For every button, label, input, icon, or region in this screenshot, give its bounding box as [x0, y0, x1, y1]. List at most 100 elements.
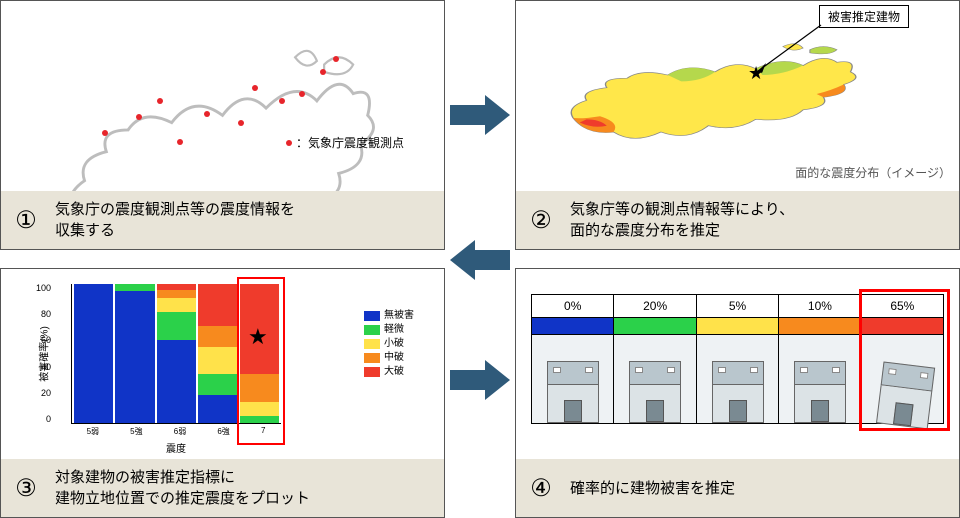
step-text-1: 気象庁の震度観測点等の震度情報を収集する	[55, 199, 295, 241]
bar-column	[157, 284, 196, 423]
panel-4-caption: ④ 確率的に建物被害を推定	[516, 459, 959, 517]
panel-1: ：気象庁震度観測点 ① 気象庁の震度観測点等の震度情報を収集する	[0, 0, 445, 250]
y-tick: 0	[46, 415, 51, 424]
bar-segment	[157, 298, 196, 312]
step-text-4: 確率的に建物被害を推定	[570, 478, 735, 499]
building-illustration	[779, 335, 860, 423]
target-building-callout: 被害推定建物	[819, 5, 909, 28]
step-number-1: ①	[11, 206, 41, 235]
damage-color-bar	[532, 317, 613, 335]
legend-dot-icon	[286, 140, 292, 146]
observation-dot	[320, 69, 326, 75]
panel-2: 被害推定建物 ★ 面的な震度分布（イメージ） ② 気象庁等の観測点情報等により、…	[515, 0, 960, 250]
arrow-1-to-2	[450, 95, 510, 135]
bar-segment	[198, 374, 237, 395]
panel-3-graphic: 被害確率(%) 100806040200 5弱5強6弱6強7 震度 無被害軽微小…	[1, 269, 444, 459]
panel-3-caption: ③ 対象建物の被害推定指標に建物立地位置での推定震度をプロット	[1, 459, 444, 517]
damage-percent: 10%	[779, 295, 860, 317]
y-tick: 60	[41, 336, 51, 345]
legend-label: 軽微	[384, 323, 404, 337]
building-illustration	[697, 335, 778, 423]
legend-swatch	[364, 339, 380, 349]
panel-2-caption: ② 気象庁等の観測点情報等により、面的な震度分布を推定	[516, 191, 959, 249]
chart-y-axis: 100806040200	[36, 284, 51, 424]
panel-4: 0%20%5%10%65% ④ 確率的に建物被害を推定	[515, 268, 960, 518]
legend-row: 無被害	[364, 309, 414, 323]
panel-1-legend-text: ：気象庁震度観測点	[296, 134, 404, 151]
bar-segment	[157, 340, 196, 423]
chart-highlight-box	[237, 277, 285, 445]
legend-label: 無被害	[384, 309, 414, 323]
bar-segment	[115, 284, 154, 291]
legend-label: 小破	[384, 337, 404, 351]
building-illustration	[614, 335, 695, 423]
damage-cell: 5%	[697, 295, 779, 423]
building-icon	[547, 361, 599, 423]
step-number-2: ②	[526, 206, 556, 235]
x-tick: 5弱	[87, 426, 99, 437]
legend-swatch	[364, 367, 380, 377]
bar-segment	[157, 290, 196, 298]
observation-dot	[102, 130, 108, 136]
panel-1-legend: ：気象庁震度観測点	[286, 134, 404, 151]
observation-dot	[136, 114, 142, 120]
panel-2-note: 面的な震度分布（イメージ）	[795, 164, 951, 181]
callout-leader	[716, 23, 826, 83]
observation-dot	[252, 85, 258, 91]
panel-1-graphic: ：気象庁震度観測点	[1, 1, 444, 191]
legend-row: 軽微	[364, 323, 414, 337]
bar-column	[115, 284, 154, 423]
damage-cell: 10%	[779, 295, 861, 423]
result-highlight-box	[859, 289, 950, 431]
bar-segment	[74, 284, 113, 423]
damage-percent: 0%	[532, 295, 613, 317]
bar-column	[74, 284, 113, 423]
observation-dot	[279, 98, 285, 104]
step-number-3: ③	[11, 474, 41, 503]
panel-4-graphic: 0%20%5%10%65%	[516, 269, 959, 459]
legend-swatch	[364, 325, 380, 335]
x-tick: 6強	[217, 426, 229, 437]
legend-label: 大破	[384, 365, 404, 379]
legend-row: 中破	[364, 351, 414, 365]
legend-row: 大破	[364, 365, 414, 379]
observation-dot	[204, 111, 210, 117]
panel-1-caption: ① 気象庁の震度観測点等の震度情報を収集する	[1, 191, 444, 249]
bar-segment	[198, 395, 237, 423]
legend-swatch	[364, 311, 380, 321]
chart-legend: 無被害軽微小破中破大破	[364, 309, 414, 379]
damage-color-bar	[779, 317, 860, 335]
target-star-icon: ★	[748, 63, 764, 84]
legend-label: 中破	[384, 351, 404, 365]
bar-column	[198, 284, 237, 423]
damage-cell: 0%	[532, 295, 614, 423]
callout-text: 被害推定建物	[828, 10, 900, 24]
damage-percent: 5%	[697, 295, 778, 317]
x-tick: 5強	[130, 426, 142, 437]
y-tick: 80	[41, 310, 51, 319]
building-icon	[712, 361, 764, 423]
legend-swatch	[364, 353, 380, 363]
panel-3: 被害確率(%) 100806040200 5弱5強6弱6強7 震度 無被害軽微小…	[0, 268, 445, 518]
arrow-3-to-4	[450, 360, 510, 400]
observation-dot	[157, 98, 163, 104]
y-tick: 20	[41, 389, 51, 398]
step-text-2: 気象庁等の観測点情報等により、面的な震度分布を推定	[570, 199, 794, 241]
legend-row: 小破	[364, 337, 414, 351]
bar-segment	[115, 291, 154, 423]
damage-percent: 20%	[614, 295, 695, 317]
step-number-4: ④	[526, 474, 556, 503]
bar-segment	[198, 326, 237, 347]
building-icon	[794, 361, 846, 423]
damage-cell: 20%	[614, 295, 696, 423]
building-illustration	[532, 335, 613, 423]
bar-segment	[198, 284, 237, 326]
x-tick: 6弱	[174, 426, 186, 437]
step-text-3: 対象建物の被害推定指標に建物立地位置での推定震度をプロット	[55, 467, 310, 509]
bar-segment	[157, 312, 196, 340]
bar-segment	[198, 347, 237, 375]
damage-color-bar	[697, 317, 778, 335]
map-outline	[41, 21, 404, 191]
y-tick: 100	[36, 284, 51, 293]
building-icon	[629, 361, 681, 423]
